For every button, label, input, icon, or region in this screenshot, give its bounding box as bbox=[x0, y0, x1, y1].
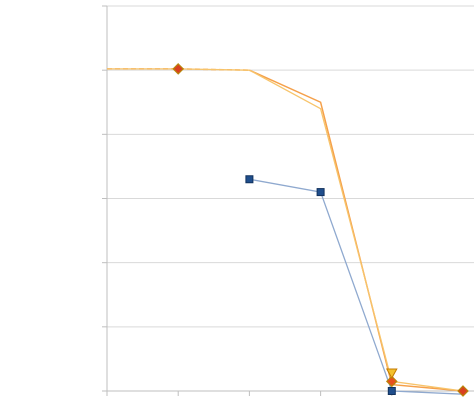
data-point-orange-0 bbox=[172, 63, 185, 75]
series-line-yellow bbox=[107, 68, 464, 392]
data-point-orange-1 bbox=[385, 375, 398, 388]
series-line-orange bbox=[249, 69, 464, 392]
series-line-blue bbox=[249, 178, 464, 395]
data-point-blue-2 bbox=[387, 387, 396, 395]
data-point-blue-1 bbox=[316, 188, 325, 197]
data-point-blue-0 bbox=[245, 175, 254, 184]
data-point-orange-2 bbox=[457, 385, 469, 397]
data-point-yellow-0 bbox=[385, 368, 398, 380]
